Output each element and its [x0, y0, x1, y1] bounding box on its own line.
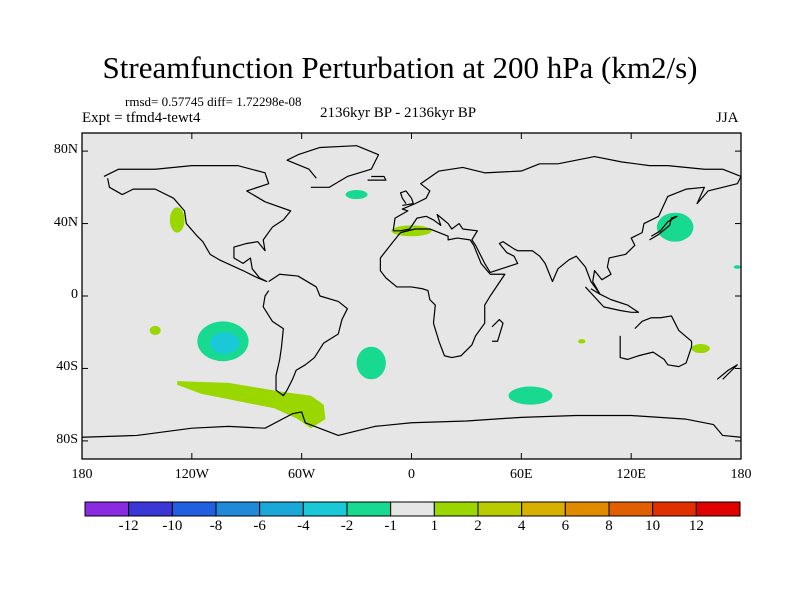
coast-south-america [262, 273, 349, 397]
lat-label: 40N [53, 214, 78, 230]
colorbar-swatch [84, 501, 130, 517]
colorbar-swatch [302, 501, 348, 517]
anomaly-se-australia-pos [691, 343, 710, 354]
anomaly-dateline-neg [733, 265, 741, 269]
colorbar-label: 2 [474, 518, 482, 534]
anomaly-indian-ocean-neg [508, 386, 553, 405]
colorbar-label: -8 [209, 518, 223, 534]
lat-label: 80N [53, 142, 78, 158]
period-label: 2136kyr BP - 2136kyr BP [320, 105, 477, 121]
colorbar-swatch [608, 501, 654, 517]
colorbar-swatch [652, 501, 697, 517]
coast-africa [379, 228, 506, 359]
lat-label: 80S [56, 431, 78, 447]
coast-australia [619, 315, 693, 368]
anomaly-southern-band-pos [177, 381, 326, 429]
lon-label: 120E [616, 467, 646, 482]
colorbar-swatch [390, 501, 435, 517]
anomaly-mediterranean-pos [391, 225, 432, 237]
anomaly-south-pacific-core [210, 332, 240, 354]
coast-japan [649, 215, 678, 241]
anomaly-ne-pacific-pos [169, 207, 185, 233]
coast-indonesia [584, 286, 640, 313]
colorbar-swatch [215, 501, 261, 517]
lon-label: 120W [174, 467, 209, 482]
colorbar-swatch [128, 501, 173, 517]
colorbar-swatch [695, 501, 741, 517]
colorbar-label: 8 [605, 518, 613, 534]
season-label: JJA [716, 110, 739, 126]
colorbar-label: 6 [561, 518, 570, 534]
colorbar-swatch [477, 501, 523, 517]
anomaly-indian-small-pos [578, 339, 586, 344]
map-background [82, 133, 741, 459]
lon-label: 0 [408, 467, 415, 482]
colorbar-swatch [171, 501, 217, 517]
colorbar-swatch [521, 501, 566, 517]
coast-madagascar [491, 318, 504, 342]
lon-label: 180 [71, 467, 93, 482]
coast-europe-asia [392, 155, 742, 295]
experiment-label: Expt = tfmd4-tewt4 [82, 110, 201, 126]
chart-title: Streamfunction Perturbation at 200 hPa (… [102, 50, 698, 85]
anomaly-south-atlantic-neg [356, 346, 386, 380]
colorbar-swatch [259, 501, 304, 517]
colorbar-label: -4 [297, 518, 310, 534]
colorbar-label: -1 [384, 518, 397, 534]
lon-label: 180 [730, 467, 752, 482]
coast-greenland [286, 145, 380, 188]
coast-iceland [367, 175, 387, 181]
colorbar-label: 4 [517, 518, 526, 534]
colorbar-label: -12 [118, 518, 139, 534]
colorbar-swatch [564, 501, 610, 517]
colorbar-label: -2 [340, 518, 354, 534]
colorbar-label: -6 [253, 518, 266, 534]
lat-label: 0 [71, 287, 78, 302]
colorbar-label: 10 [645, 518, 661, 534]
colorbar-label: -10 [162, 518, 183, 534]
coast-uk [399, 190, 414, 207]
lat-label: 40S [56, 359, 78, 375]
lon-label: 60W [288, 467, 316, 482]
anomaly-north-atlantic-neg [345, 190, 368, 200]
colorbar-label: 12 [688, 518, 704, 534]
colorbar-swatch [433, 501, 479, 517]
anomaly-pacific-small-pos [149, 325, 161, 335]
coast-north-america [103, 165, 292, 283]
colorbar-label: 1 [430, 518, 439, 534]
lon-label: 60E [510, 467, 533, 482]
anomaly-nw-pacific-neg [656, 212, 694, 242]
colorbar-swatch [346, 501, 392, 517]
coast-new-zealand [716, 364, 738, 380]
stats-line: rmsd= 0.57745 diff= 1.72298e-08 [125, 94, 302, 109]
coast-antarctica [81, 411, 742, 438]
